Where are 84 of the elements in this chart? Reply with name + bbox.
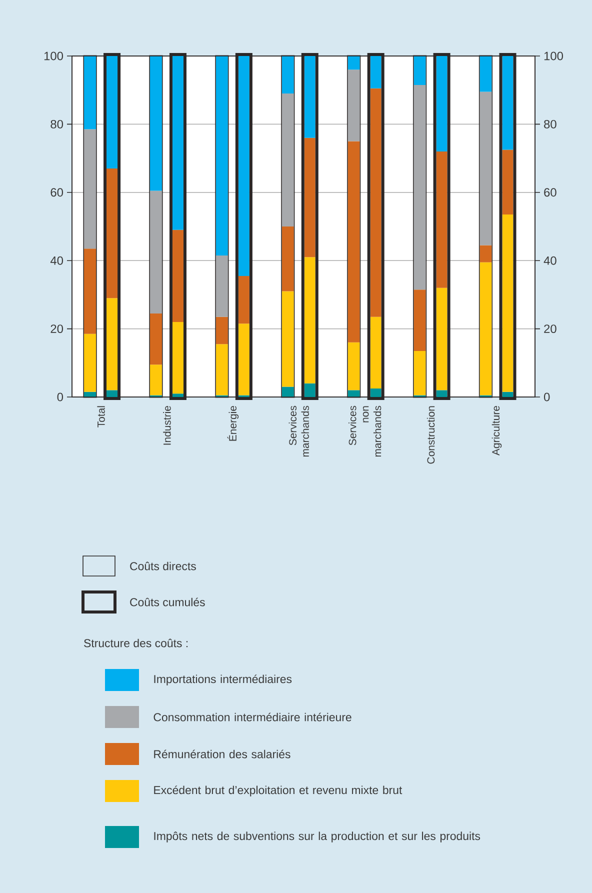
bar bbox=[172, 394, 184, 397]
x-tick-label: Services non marchands bbox=[348, 406, 382, 457]
legend-label: Importations intermédiaires bbox=[154, 674, 292, 686]
bar bbox=[282, 94, 294, 226]
bar bbox=[106, 298, 118, 390]
bar bbox=[84, 248, 96, 334]
bar bbox=[238, 56, 250, 276]
bar bbox=[304, 383, 316, 397]
bar bbox=[106, 390, 118, 397]
bar bbox=[436, 56, 448, 152]
bar bbox=[150, 364, 162, 396]
x-tick-label: Agriculture bbox=[492, 406, 502, 456]
bar bbox=[282, 226, 294, 292]
bar bbox=[414, 290, 426, 351]
bar bbox=[238, 276, 250, 324]
y-tick-label: 20 bbox=[50, 324, 64, 334]
bar bbox=[480, 92, 492, 246]
y-tick-label: 0 bbox=[57, 392, 64, 402]
bar bbox=[414, 56, 426, 85]
bar bbox=[414, 84, 426, 290]
legend-label: Impôts nets de subventions sur la production et sur les produits bbox=[154, 832, 480, 842]
y-tick-label: 40 bbox=[544, 256, 556, 265]
x-tick-label: Industrie bbox=[163, 406, 171, 445]
bar bbox=[172, 56, 184, 230]
bar bbox=[436, 151, 448, 288]
bar bbox=[304, 56, 316, 138]
bar bbox=[348, 390, 360, 397]
y-tick-label: 80 bbox=[50, 120, 64, 128]
y-tick-label: 60 bbox=[544, 188, 556, 197]
bar bbox=[480, 245, 492, 262]
legend-label: Consommation intermédiaire intérieure bbox=[154, 712, 352, 722]
y-tick-label: 100 bbox=[44, 52, 64, 60]
legend-label: Excédent brut d’exploitation et revenu mixte brut bbox=[154, 786, 402, 796]
x-tick-label: Services marchands bbox=[288, 406, 309, 457]
text: Coûts directs bbox=[130, 562, 196, 570]
text: Coûts cumulés bbox=[130, 598, 205, 606]
bar bbox=[370, 388, 382, 397]
bar bbox=[304, 138, 316, 258]
bar bbox=[106, 56, 118, 169]
bar bbox=[150, 56, 162, 191]
bar bbox=[370, 88, 382, 317]
bar bbox=[348, 70, 360, 142]
bar bbox=[436, 288, 448, 390]
x-tick-label: Énergie bbox=[227, 406, 239, 441]
bar bbox=[172, 322, 184, 394]
y-tick-label: 20 bbox=[544, 324, 556, 334]
bar bbox=[502, 392, 514, 397]
bar bbox=[84, 129, 96, 249]
x-tick-label: Construction bbox=[426, 406, 435, 464]
bar bbox=[216, 56, 228, 256]
bar bbox=[216, 344, 228, 396]
y-tick-label: 60 bbox=[50, 188, 64, 197]
bar bbox=[282, 291, 294, 387]
legend-title: Structure des coûts : bbox=[84, 638, 188, 648]
bar bbox=[348, 342, 360, 390]
bar bbox=[84, 334, 96, 392]
bar bbox=[282, 56, 294, 94]
bar bbox=[370, 56, 382, 88]
bar bbox=[436, 390, 448, 397]
bar bbox=[84, 56, 96, 130]
x-tick-label: Total bbox=[97, 406, 105, 428]
bar bbox=[502, 56, 514, 150]
bar bbox=[480, 262, 492, 396]
legend-label: Rémunération des salariés bbox=[154, 750, 290, 758]
bar bbox=[414, 350, 426, 396]
bar bbox=[502, 214, 514, 392]
y-tick-label: 80 bbox=[544, 120, 556, 128]
bar bbox=[282, 386, 294, 397]
y-tick-label: 40 bbox=[50, 256, 64, 265]
bar bbox=[304, 257, 316, 384]
bar bbox=[238, 324, 250, 396]
bar bbox=[370, 316, 382, 388]
bar bbox=[106, 168, 118, 298]
bar bbox=[216, 316, 228, 344]
bar bbox=[348, 56, 360, 70]
bar bbox=[480, 56, 492, 92]
bar bbox=[150, 313, 162, 365]
bar bbox=[348, 141, 360, 342]
bar bbox=[150, 190, 162, 314]
bar bbox=[502, 150, 514, 215]
y-tick-label: 0 bbox=[544, 392, 550, 402]
bar bbox=[216, 255, 228, 317]
bar bbox=[172, 230, 184, 322]
y-tick-label: 100 bbox=[544, 52, 564, 60]
